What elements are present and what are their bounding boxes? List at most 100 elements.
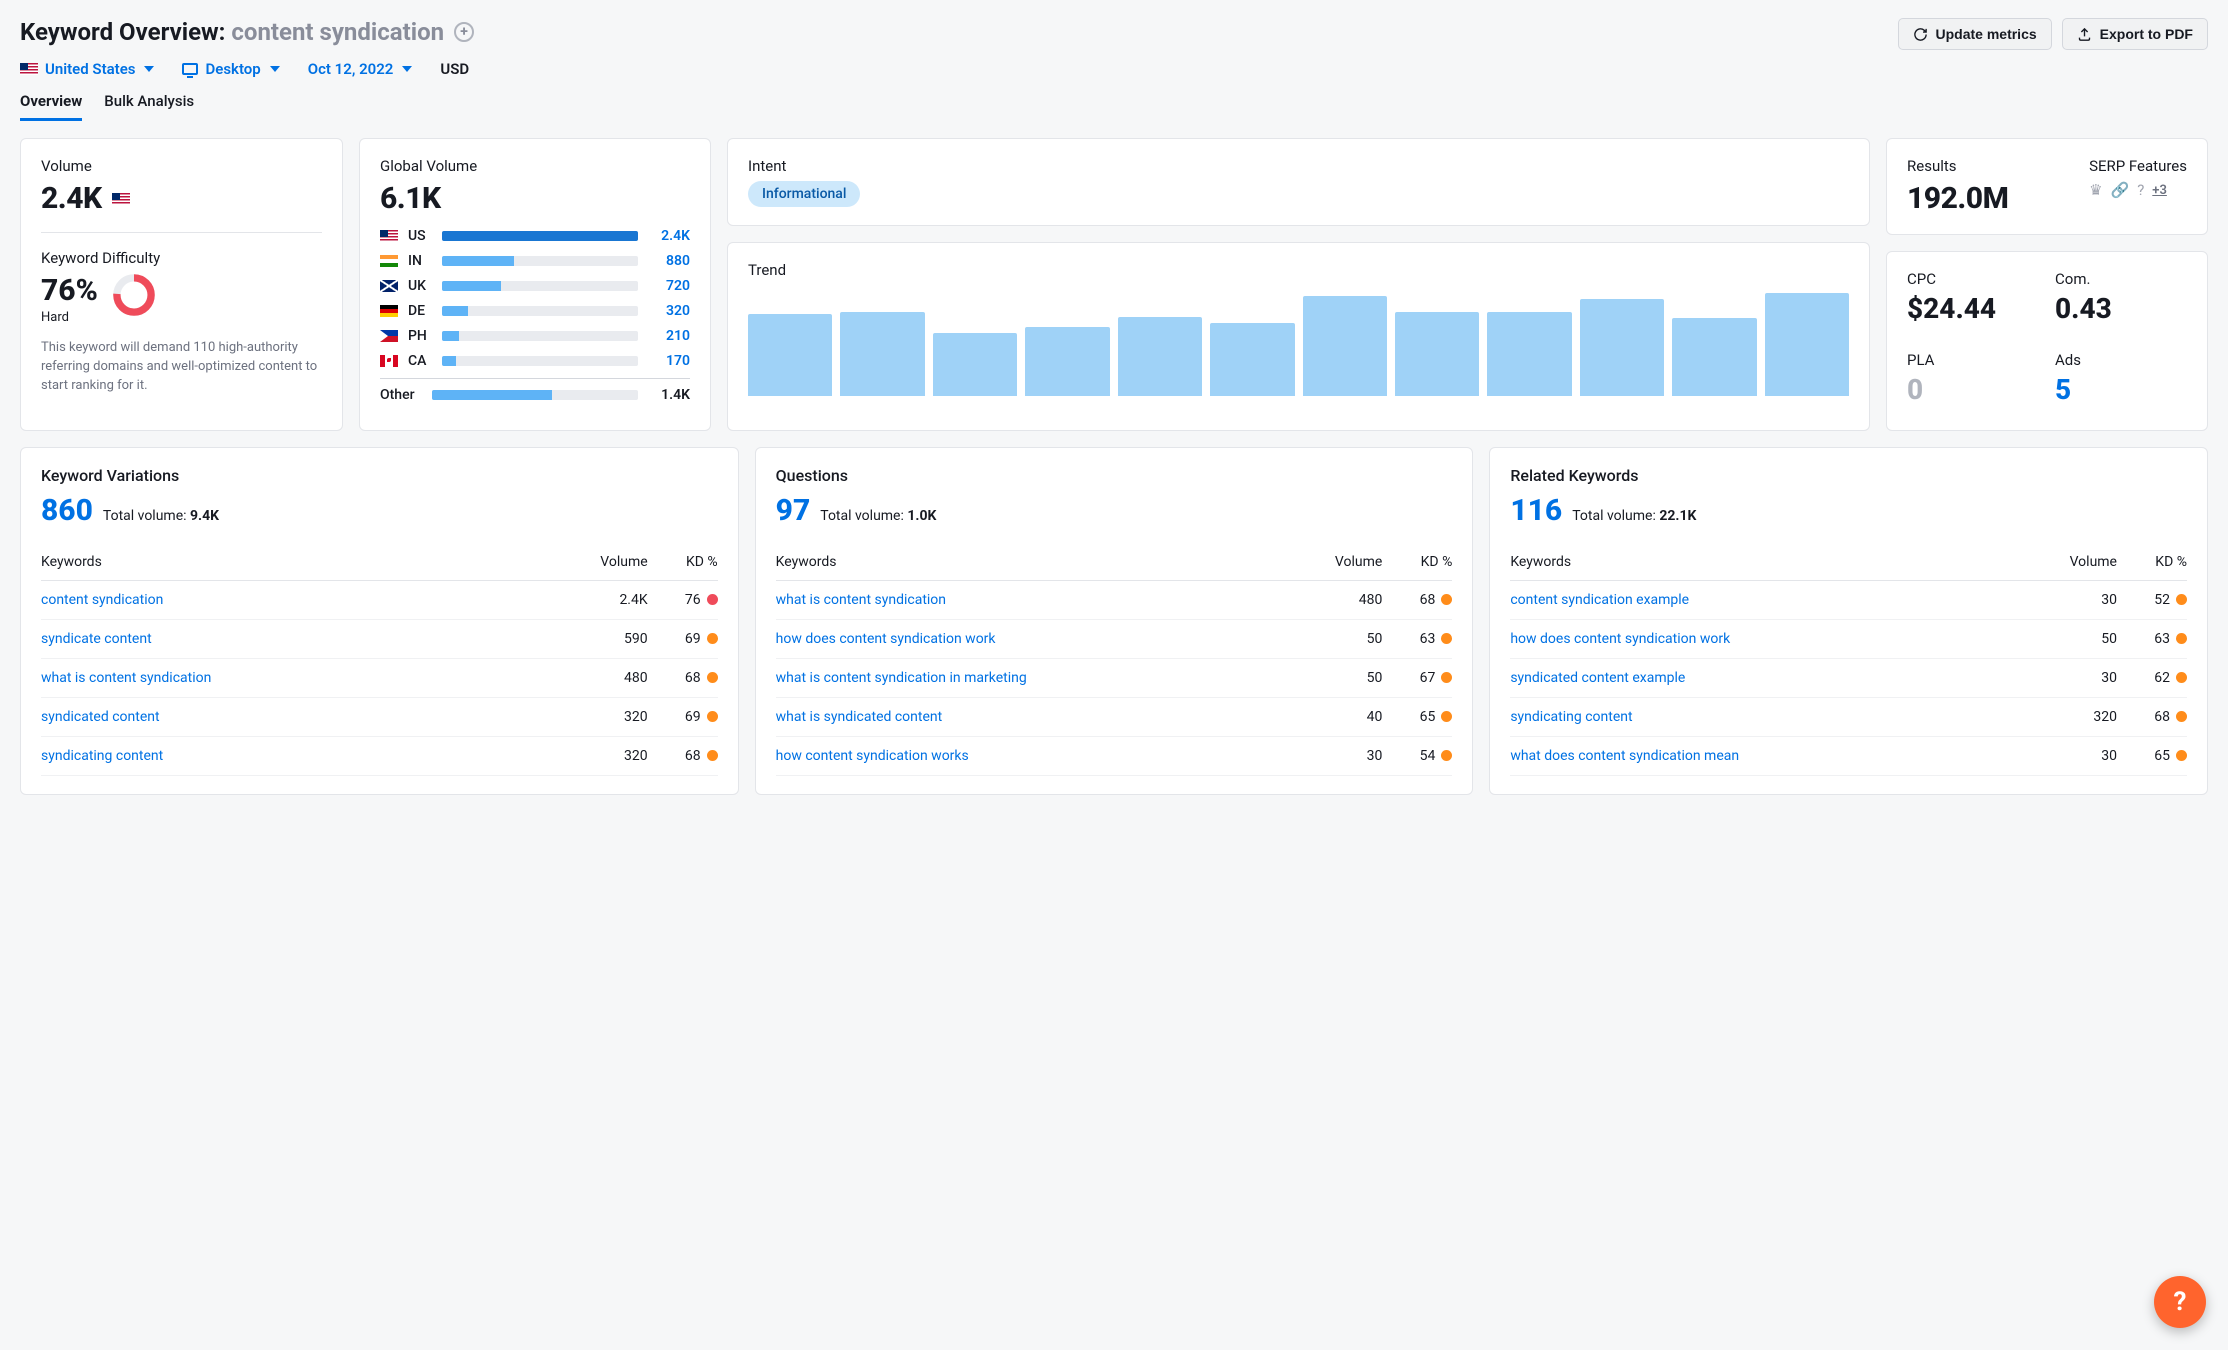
country-row[interactable]: US 2.4K (380, 228, 690, 244)
col-keywords: Keywords (41, 546, 516, 581)
country-volume: 320 (648, 303, 690, 319)
tab-overview[interactable]: Overview (20, 92, 82, 121)
serp-more-button[interactable]: +3 (2152, 183, 2167, 198)
help-fab-button[interactable]: ? (2154, 1276, 2206, 1328)
update-metrics-button[interactable]: Update metrics (1898, 18, 2052, 50)
keyword-cell: what is syndicated content (776, 698, 1286, 737)
volume-cell: 480 (1286, 581, 1382, 620)
refresh-icon (1913, 27, 1928, 42)
cpc-com-pla-ads-card: CPC $24.44 Com. 0.43 PLA 0 Ads 5 (1886, 251, 2208, 431)
table-row: content syndication example3052 (1510, 581, 2187, 620)
keyword-link[interactable]: content syndication example (1510, 592, 1689, 608)
keyword-link[interactable]: content syndication (41, 592, 163, 608)
date-filter[interactable]: Oct 12, 2022 (308, 60, 413, 78)
country-list: US 2.4K IN880 UK720 DE320 PH210 CA170 (380, 228, 690, 369)
keyword-tables-row: Keyword Variations 860 Total volume: 9.4… (20, 447, 2208, 795)
results-value: 192.0M (1907, 181, 2008, 216)
keyword-link[interactable]: how content syndication works (776, 748, 969, 764)
keyword-link[interactable]: what does content syndication mean (1510, 748, 1739, 764)
country-row[interactable]: PH210 (380, 328, 690, 344)
trend-bar (840, 312, 924, 396)
trend-bar (1025, 327, 1109, 396)
country-row[interactable]: CA170 (380, 353, 690, 369)
keyword-link[interactable]: how does content syndication work (1510, 631, 1730, 647)
country-row[interactable]: DE320 (380, 303, 690, 319)
kd-cell: 63 (1382, 620, 1452, 659)
currency-display: USD (440, 60, 469, 78)
keyword-link[interactable]: how does content syndication work (776, 631, 996, 647)
col-volume: Volume (1286, 546, 1382, 581)
table-row: content syndication 2.4K76 (41, 581, 718, 620)
export-icon (2077, 27, 2092, 42)
country-code: US (408, 228, 432, 244)
export-pdf-button[interactable]: Export to PDF (2062, 18, 2208, 50)
trend-bar (1672, 318, 1756, 396)
device-filter[interactable]: Desktop (182, 60, 279, 78)
country-volume: 2.4K (648, 228, 690, 244)
keyword-link[interactable]: what is content syndication in marketing (776, 670, 1027, 686)
kd-cell: 62 (2117, 659, 2187, 698)
questions-title: Questions (776, 466, 1453, 485)
intent-label: Intent (748, 157, 1849, 175)
country-row[interactable]: UK720 (380, 278, 690, 294)
keyword-cell: syndicating content (1510, 698, 2013, 737)
kd-dot-icon (2176, 594, 2187, 605)
results-stats-column: Results 192.0M SERP Features ♛ 🔗 ? +3 C (1886, 138, 2208, 431)
kd-dot-icon (1441, 672, 1452, 683)
table-row: syndicating content32068 (41, 737, 718, 776)
keyword-link[interactable]: what is syndicated content (776, 709, 943, 725)
trend-bar (1765, 293, 1849, 396)
kd-cell: 63 (2117, 620, 2187, 659)
kd-cell: 67 (1382, 659, 1452, 698)
bar-fill (442, 331, 459, 341)
tab-bulk-analysis[interactable]: Bulk Analysis (104, 92, 194, 121)
kd-cell: 69 (648, 698, 718, 737)
kd-description: This keyword will demand 110 high-author… (41, 339, 322, 396)
kd-donut-chart (112, 273, 156, 317)
related-title: Related Keywords (1510, 466, 2187, 485)
country-filter[interactable]: United States (20, 60, 154, 78)
other-label: Other (380, 387, 422, 403)
bar-track (442, 331, 638, 341)
country-row[interactable]: IN880 (380, 253, 690, 269)
question-icon: ? (2137, 181, 2144, 199)
divider (41, 232, 322, 233)
table-row: syndicated content32069 (41, 698, 718, 737)
country-code: PH (408, 328, 432, 344)
kd-dot-icon (1441, 750, 1452, 761)
kd-dot-icon (1441, 633, 1452, 644)
ca-flag-icon (380, 355, 398, 367)
table-row: what does content syndication mean3065 (1510, 737, 2187, 776)
keyword-cell: how does content syndication work (1510, 620, 2013, 659)
currency-label: USD (440, 60, 469, 78)
country-code: CA (408, 353, 432, 369)
update-metrics-label: Update metrics (1936, 26, 2037, 42)
keyword-link[interactable]: syndicate content (41, 631, 152, 647)
title-wrap: Keyword Overview: content syndication + (20, 18, 474, 46)
keyword-link[interactable]: syndicated content example (1510, 670, 1685, 686)
variations-count[interactable]: 860 (41, 493, 93, 528)
mini-grid: CPC $24.44 Com. 0.43 PLA 0 Ads 5 (1907, 270, 2187, 406)
keyword-link[interactable]: syndicating content (41, 748, 163, 764)
add-keyword-button[interactable]: + (454, 22, 474, 42)
bar-track (442, 281, 638, 291)
keyword-link[interactable]: syndicated content (41, 709, 160, 725)
trend-bar (748, 314, 832, 396)
page-title: Keyword Overview: content syndication (20, 18, 444, 46)
related-count[interactable]: 116 (1510, 493, 1562, 528)
us-flag-icon (20, 63, 38, 75)
volume-cell: 30 (2013, 581, 2117, 620)
keyword-link[interactable]: what is content syndication (41, 670, 211, 686)
uk-flag-icon (380, 280, 398, 292)
keyword-link[interactable]: syndicating content (1510, 709, 1632, 725)
bar-track (442, 306, 638, 316)
kd-cell: 76 (648, 581, 718, 620)
tabs: Overview Bulk Analysis (20, 92, 2208, 122)
keyword-cell: content syndication example (1510, 581, 2013, 620)
table-row: how does content syndication work5063 (1510, 620, 2187, 659)
country-volume: 880 (648, 253, 690, 269)
volume-cell: 40 (1286, 698, 1382, 737)
questions-count[interactable]: 97 (776, 493, 811, 528)
keyword-link[interactable]: what is content syndication (776, 592, 946, 608)
volume-cell: 2.4K (516, 581, 648, 620)
